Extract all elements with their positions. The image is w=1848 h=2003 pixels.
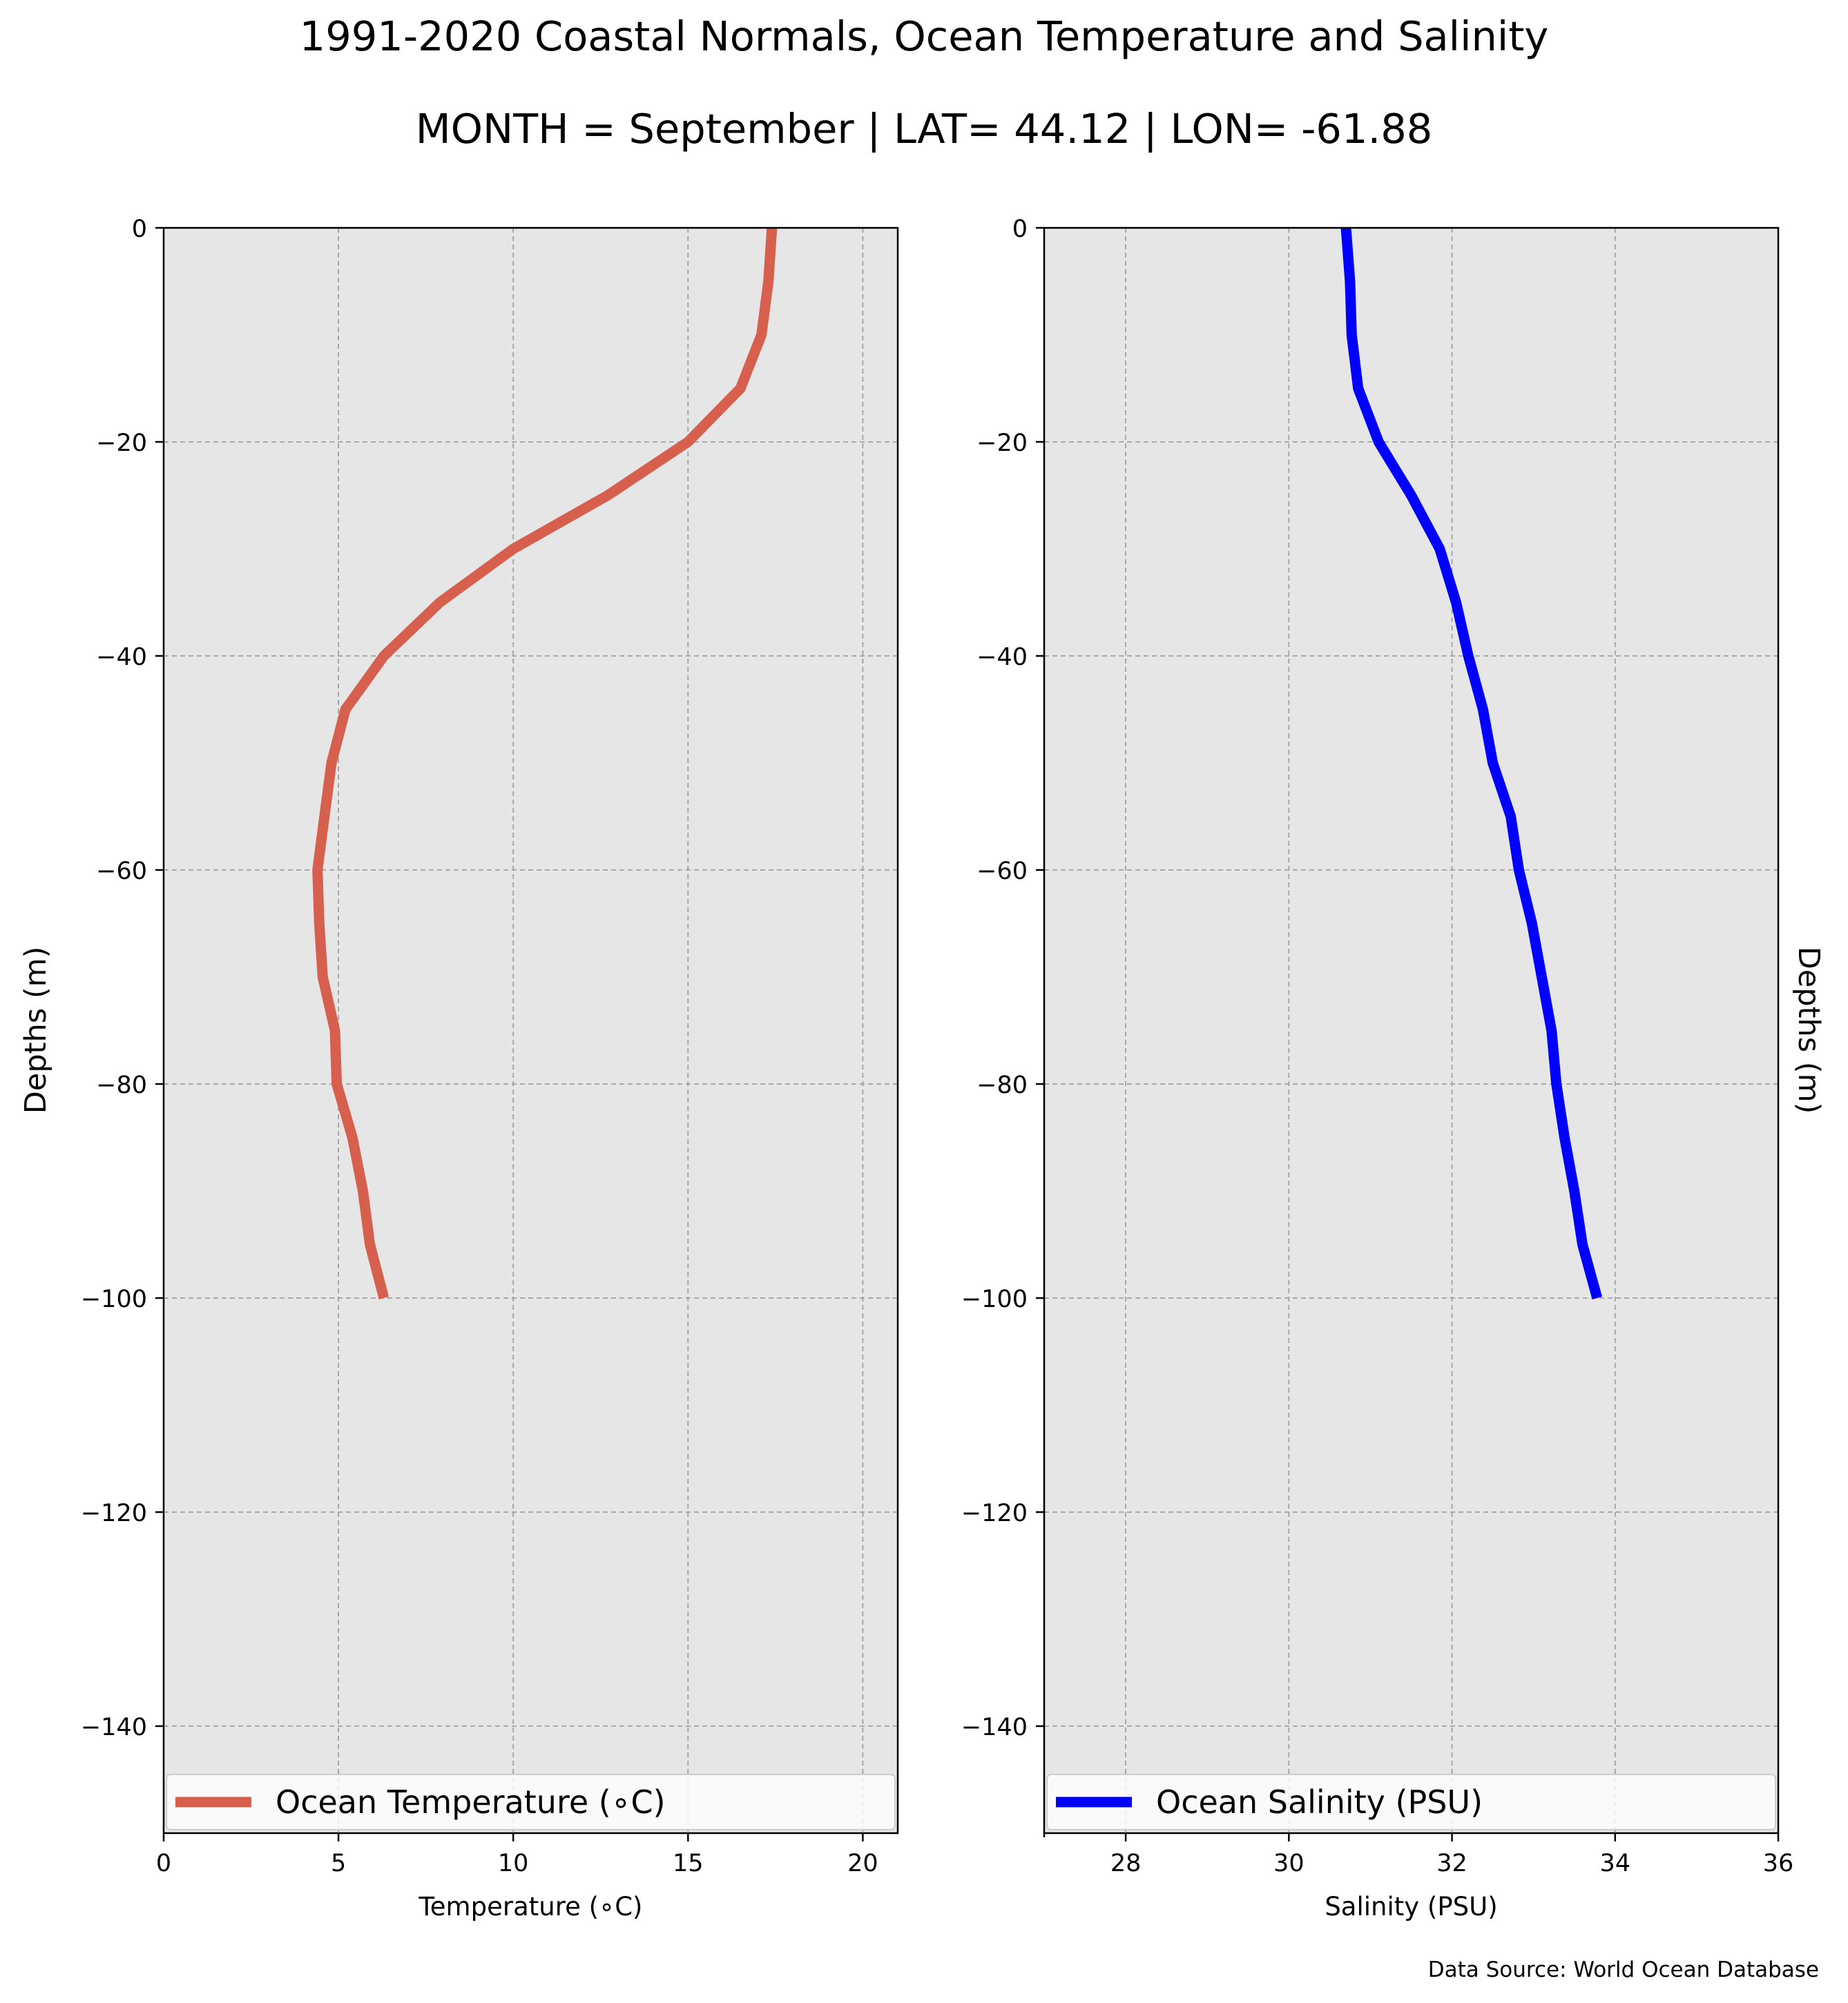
x-tick-label: 15 xyxy=(673,1850,704,1877)
x-tick-label: 0 xyxy=(156,1850,171,1877)
x-tick-label: 20 xyxy=(847,1850,878,1877)
x-tick-label: 30 xyxy=(1273,1850,1305,1877)
y-tick-label: −40 xyxy=(96,644,147,671)
chart-title: 1991-2020 Coastal Normals, Ocean Tempera… xyxy=(299,12,1549,60)
series-line-1 xyxy=(1340,227,1603,1299)
plot-area xyxy=(164,228,898,1833)
legend: Ocean Salinity (PSU) xyxy=(1046,1774,1776,1830)
x-tick-label: 10 xyxy=(498,1850,529,1877)
legend-label: Ocean Temperature (∘C) xyxy=(276,1783,666,1821)
x-tick-label: 36 xyxy=(1763,1850,1794,1877)
y-tick-label: −100 xyxy=(961,1286,1028,1313)
y-axis-label-right: Depths (m) xyxy=(1791,947,1826,1114)
x-tick-label: 32 xyxy=(1436,1850,1467,1877)
y-tick-label: −20 xyxy=(96,429,147,457)
chart-panel-1: 0 5 10 15 20 0 −20 −40 −60 −80 −100 −120 −140 Tempera… xyxy=(81,215,899,1922)
y-tick-label: −140 xyxy=(81,1714,147,1741)
x-tick-label: 28 xyxy=(1110,1850,1142,1877)
x-axis-label: Temperature (∘C) xyxy=(418,1892,642,1922)
y-tick-label: 0 xyxy=(1012,215,1028,243)
x-tick-label: 34 xyxy=(1600,1850,1631,1877)
axes-frame xyxy=(1043,226,1780,1835)
y-tick-label: −40 xyxy=(976,644,1028,671)
chart-subtitle: MONTH = September | LAT= 44.12 | LON= -6… xyxy=(415,105,1433,153)
y-tick-label: −140 xyxy=(961,1714,1028,1741)
y-tick-label: −60 xyxy=(976,858,1028,885)
y-tick-label: −80 xyxy=(96,1072,147,1099)
y-tick-label: −80 xyxy=(976,1072,1028,1099)
y-tick-label: 0 xyxy=(132,215,147,243)
axes-frame xyxy=(162,226,899,1835)
y-tick-label: −20 xyxy=(976,429,1028,457)
legend-box xyxy=(1046,1774,1776,1830)
legend: Ocean Temperature (∘C) xyxy=(166,1774,896,1830)
legend-box xyxy=(166,1774,896,1830)
y-axis-label-left: Depths (m) xyxy=(19,947,53,1114)
series-line-1 xyxy=(312,227,778,1299)
x-axis-label: Salinity (PSU) xyxy=(1325,1892,1497,1922)
y-tick-label: −100 xyxy=(81,1286,147,1313)
chart-panel-2: 28 30 32 34 36 0 −20 −40 −60 −80 −100 −120 −140 Salin… xyxy=(961,215,1793,1922)
y-tick-label: −60 xyxy=(96,858,147,885)
plot-area xyxy=(1044,228,1778,1833)
y-tick-label: −120 xyxy=(961,1500,1028,1527)
legend-label: Ocean Salinity (PSU) xyxy=(1156,1783,1483,1821)
y-tick-label: −120 xyxy=(81,1500,147,1527)
data-source-note: Data Source: World Ocean Database xyxy=(1427,1957,1819,1982)
x-tick-label: 5 xyxy=(331,1850,346,1877)
